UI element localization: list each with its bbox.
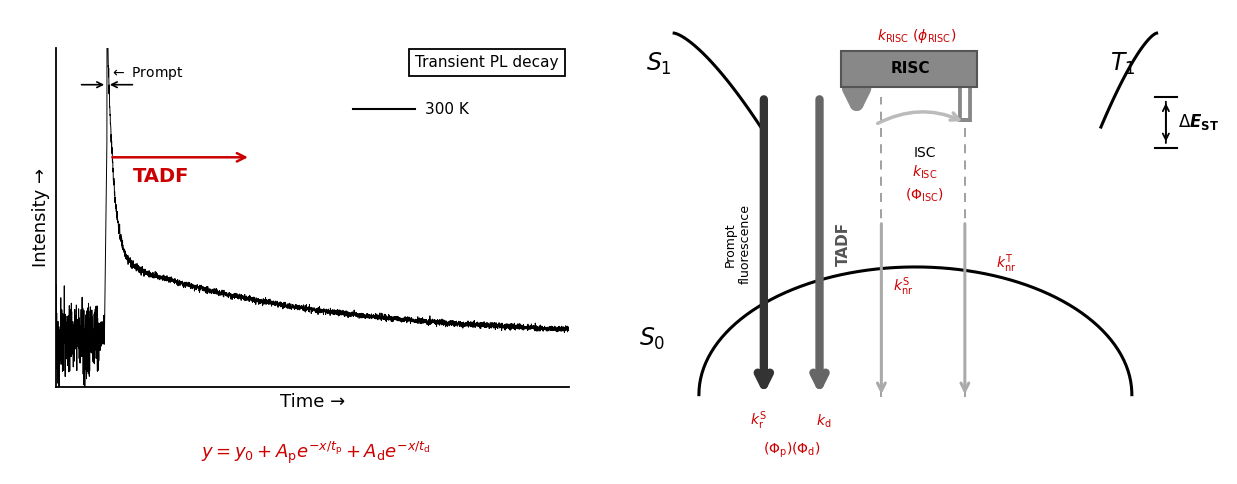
Text: TADF: TADF xyxy=(835,222,851,267)
Text: $\boldsymbol{S_0}$: $\boldsymbol{S_0}$ xyxy=(640,325,666,351)
Text: Transient PL decay: Transient PL decay xyxy=(416,55,559,70)
Text: $k_{\mathrm{r}}^{\mathrm{S}}$: $k_{\mathrm{r}}^{\mathrm{S}}$ xyxy=(750,409,767,432)
Text: $(\Phi_{\mathrm{p}})(\Phi_{\mathrm{d}})$: $(\Phi_{\mathrm{p}})(\Phi_{\mathrm{d}})$ xyxy=(763,440,820,460)
Text: $\boldsymbol{S_1}$: $\boldsymbol{S_1}$ xyxy=(646,51,672,77)
Text: $y = y_0 + A_{\mathrm{p}}e^{-x/t_{\mathrm{p}}} + A_{\mathrm{d}}e^{-x/t_{\mathrm{: $y = y_0 + A_{\mathrm{p}}e^{-x/t_{\mathr… xyxy=(200,439,430,466)
Text: 300 K: 300 K xyxy=(426,102,469,117)
Text: $k_{\mathrm{nr}}^{\mathrm{T}}$: $k_{\mathrm{nr}}^{\mathrm{T}}$ xyxy=(996,252,1016,275)
FancyBboxPatch shape xyxy=(841,50,977,87)
Text: ISC: ISC xyxy=(913,146,936,160)
Text: $k_{\mathrm{RISC}}\ (\phi_{\mathrm{RISC}})$: $k_{\mathrm{RISC}}\ (\phi_{\mathrm{RISC}… xyxy=(877,27,956,45)
Text: $k_{\mathrm{d}}$: $k_{\mathrm{d}}$ xyxy=(816,412,831,430)
X-axis label: Time →: Time → xyxy=(280,393,345,411)
Text: $\Delta \boldsymbol{E}_{\mathbf{ST}}$: $\Delta \boldsymbol{E}_{\mathbf{ST}}$ xyxy=(1178,112,1220,132)
Text: $\boldsymbol{T_1}$: $\boldsymbol{T_1}$ xyxy=(1110,51,1136,77)
Text: $(\Phi_{\mathrm{ISC}})$: $(\Phi_{\mathrm{ISC}})$ xyxy=(905,187,944,204)
Y-axis label: Intensity →: Intensity → xyxy=(32,168,51,267)
Text: TADF: TADF xyxy=(132,166,189,185)
Text: $k_{\mathrm{ISC}}$: $k_{\mathrm{ISC}}$ xyxy=(912,163,938,181)
Text: $\leftarrow$ Prompt: $\leftarrow$ Prompt xyxy=(110,65,183,82)
Text: Prompt
fluorescence: Prompt fluorescence xyxy=(724,204,752,285)
Text: $k_{\mathrm{nr}}^{\mathrm{S}}$: $k_{\mathrm{nr}}^{\mathrm{S}}$ xyxy=(893,276,913,298)
Text: RISC: RISC xyxy=(891,61,930,76)
